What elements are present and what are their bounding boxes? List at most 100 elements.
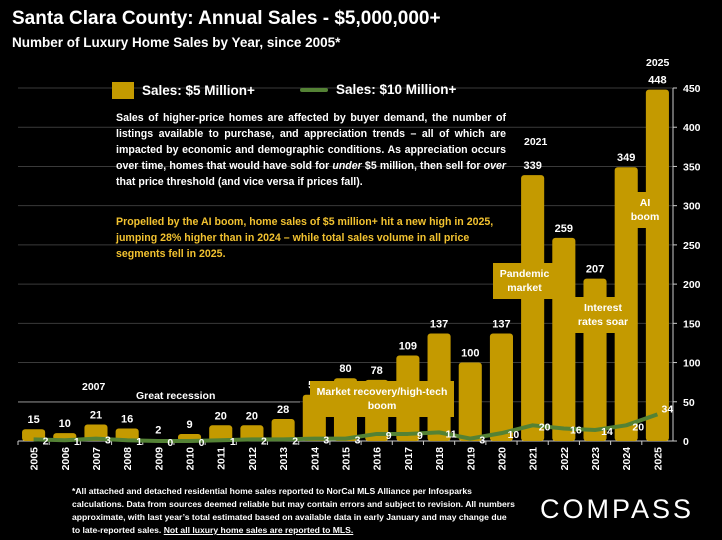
line-label: 10: [508, 429, 520, 441]
x-tick-label: 2012: [247, 447, 259, 471]
line-label: 2: [261, 435, 267, 447]
bar-2008: [115, 428, 139, 441]
y-tick-label: 100: [683, 358, 701, 370]
bar-label: 78: [371, 365, 383, 377]
desc-over: over: [483, 160, 506, 172]
y-tick-label: 0: [683, 436, 689, 448]
bar-label: 20: [246, 410, 258, 422]
highlight-text: Propelled by the AI boom, home sales of …: [116, 216, 494, 260]
line-label: 1: [230, 436, 236, 448]
annotation-recovery: Market recovery/high-tech boom: [310, 381, 454, 417]
annotation-2025: 2025: [646, 57, 670, 69]
legend-bar-label: Sales: $5 Million+: [142, 83, 255, 98]
x-tick-label: 2014: [309, 447, 321, 471]
bar-label: 207: [586, 264, 604, 276]
bar-label: 2: [155, 424, 161, 436]
bar-2007: [84, 424, 108, 441]
page-title: Santa Clara County: Annual Sales - $5,00…: [12, 8, 441, 29]
x-tick-label: 2025: [652, 447, 664, 471]
description: Sales of higher-price homes are affected…: [116, 110, 506, 190]
line-label: 1: [74, 436, 80, 448]
x-tick-label: 2016: [372, 447, 384, 471]
x-tick-label: 2023: [590, 447, 602, 471]
x-tick-label: 2017: [403, 447, 415, 471]
y-tick-label: 150: [683, 318, 701, 330]
legend-line: Sales: $10 Million+: [300, 82, 456, 97]
bar-label: 259: [555, 223, 573, 235]
y-tick-label: 400: [683, 122, 701, 134]
footnote-underlined: Not all luxury home sales are reported t…: [163, 525, 354, 535]
x-tick-label: 2005: [29, 447, 41, 471]
bar-label: 339: [523, 160, 541, 172]
y-tick-label: 250: [683, 240, 701, 252]
bar-label: 21: [90, 410, 102, 422]
bar-label: 20: [215, 410, 227, 422]
y-tick-label: 50: [683, 397, 695, 409]
line-label: 3: [479, 435, 485, 447]
bar-label: 16: [121, 413, 133, 425]
page-subtitle: Number of Luxury Home Sales by Year, sin…: [12, 35, 341, 50]
line-label: 11: [446, 428, 457, 440]
line-label: 9: [417, 430, 423, 442]
bar-label: 100: [461, 348, 479, 360]
x-tick-label: 2013: [278, 447, 290, 471]
x-tick-label: 2022: [559, 447, 571, 471]
line-label: 0: [167, 437, 173, 449]
y-tick-label: 300: [683, 201, 701, 213]
x-tick-label: 2009: [153, 447, 165, 471]
bar-2025: [645, 89, 669, 442]
legend-line-label: Sales: $10 Million+: [336, 82, 457, 97]
x-tick-label: 2011: [216, 447, 228, 470]
line-label: 3: [323, 435, 329, 447]
bar-2019: [458, 362, 482, 441]
legend-line-swatch: [300, 87, 328, 92]
x-tick-label: 2018: [434, 447, 446, 471]
y-tick-label: 200: [683, 279, 701, 291]
bar-label: 28: [277, 404, 289, 416]
x-tick-label: 2015: [341, 447, 353, 471]
line-label: 20: [632, 421, 644, 433]
bar-2012: [240, 425, 264, 441]
annotation-2007: 2007: [82, 381, 106, 393]
bar-2020: [489, 333, 513, 441]
annotation-recession: Great recession: [136, 390, 216, 402]
desc-text: $5 million, then sell for: [361, 160, 484, 172]
line-label: 0: [199, 437, 205, 449]
x-tick-label: 2006: [60, 447, 72, 471]
desc-under: under: [332, 160, 362, 172]
line-label: 3: [105, 435, 111, 447]
desc-text: that price threshold (and vice versa if …: [116, 176, 363, 188]
footnote-text: *All attached and detached residential h…: [72, 486, 515, 535]
line-label: 16: [570, 424, 582, 436]
bar-2022: [552, 237, 576, 441]
desc-text: Sales of higher-price homes are affected…: [116, 112, 506, 172]
line-label: 1: [136, 436, 142, 448]
line-label: 20: [539, 421, 551, 433]
legend-bar: Sales: $5 Million+: [112, 82, 255, 99]
annotation-2021: 2021: [524, 136, 548, 148]
y-tick-label: 450: [683, 83, 701, 95]
x-tick-label: 2020: [496, 447, 508, 471]
bar-label: 10: [59, 418, 71, 430]
line-label: 3: [355, 435, 361, 447]
y-tick-label: 350: [683, 161, 701, 173]
x-tick-label: 2019: [465, 447, 477, 471]
bar-label: 80: [339, 363, 351, 375]
bar-2013: [271, 419, 295, 441]
bar-label: 109: [399, 340, 417, 352]
legend-bar-swatch: [112, 82, 134, 99]
bar-label: 15: [27, 414, 39, 426]
footnote: *All attached and detached residential h…: [72, 485, 516, 537]
annotation-pandemic: Pandemic market: [493, 263, 556, 299]
line-label: 2: [292, 435, 298, 447]
compass-logo: COMPASS: [540, 494, 695, 524]
annotation-ai: AI boom: [631, 192, 659, 228]
x-tick-label: 2024: [621, 447, 633, 471]
bar-label: 349: [617, 152, 635, 164]
x-tick-label: 2008: [122, 447, 134, 471]
bar-label: 448: [648, 75, 666, 87]
line-label: 14: [601, 426, 613, 438]
bar-label: 9: [186, 419, 192, 431]
x-tick-label: 2010: [185, 447, 197, 471]
x-tick-label: 2021: [528, 447, 540, 471]
